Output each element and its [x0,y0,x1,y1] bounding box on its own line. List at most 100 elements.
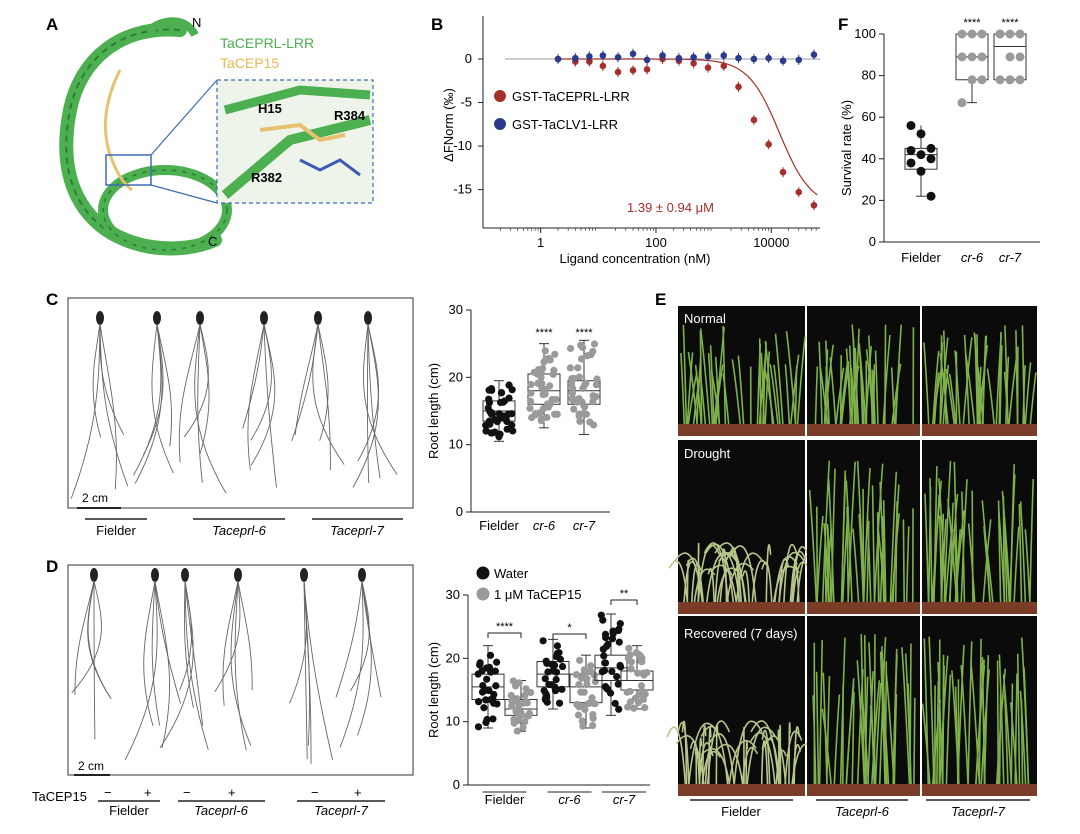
d-tacep15-1-point-28 [580,703,587,710]
d-y-tick-label-0: 0 [453,777,460,792]
d-tacep15-1-point-29 [575,681,582,688]
c-cat0-point-39 [485,387,492,394]
d-tacep15-0-point-23 [517,711,524,718]
d-water-1-point-27 [542,675,549,682]
f-y-tick-label-0: 0 [869,234,876,249]
residue-r384-label: R384 [334,108,366,123]
f-y-tick-label-2: 40 [862,151,876,166]
c-y-tick-label-3: 30 [449,302,463,317]
d-tacep15-2-point-21 [633,649,640,656]
c-cat1-point-31 [542,356,549,363]
e-leaf-r2-c0-39 [696,748,697,784]
c-cat1-point-34 [528,414,535,421]
e-condition-label-2: Drought [684,446,731,461]
d-water-0-point-0 [492,682,499,689]
d-seed-3 [234,568,242,582]
d-tacep15-1-point-21 [573,671,580,678]
f-point-2-4 [1006,52,1015,61]
b-point-s0-11 [720,63,727,70]
d-tacep15-2-point-6 [641,704,648,711]
residue-r382-label: R382 [251,170,282,185]
d-water-0-point-24 [487,669,494,676]
d-water-0-point-23 [493,700,500,707]
c-cat2-point-28 [590,421,597,428]
b-point-s1-14 [765,55,772,62]
f-point-2-8 [1016,75,1025,84]
zoom-line-top [151,80,217,155]
c-cat2-point-34 [567,364,574,371]
c-genotype-label-3: Taceprl-7 [330,523,384,538]
d-water-0-point-27 [475,671,482,678]
e-leaf-r1-c1-5 [903,519,904,602]
d-water-0-point-25 [476,661,483,668]
f-y-tick-label-3: 60 [862,109,876,124]
c-cat0-point-33 [504,426,511,433]
panel-e-photos [667,306,1037,796]
f-y-tick-label-5: 100 [854,26,876,41]
d-tacep15-2-point-17 [638,658,645,665]
d-water-1-point-8 [559,663,566,670]
c-cat1-point-16 [542,347,549,354]
d-tacep15-1-point-4 [576,657,583,664]
f-point-0-7 [917,167,926,176]
d-water-1-point-23 [558,686,565,693]
f-point-2-5 [1016,52,1025,61]
d-sign-2: + [144,785,152,800]
f-point-1-4 [968,75,977,84]
d-water-0-point-26 [489,715,496,722]
b-point-s0-6 [644,66,651,73]
c-cat1-point-14 [551,351,558,358]
d-tacep15-2-point-7 [628,665,635,672]
b-point-s1-2 [586,53,593,60]
b-point-s0-15 [780,169,787,176]
d-tacep15-2-point-23 [640,670,647,677]
d-water-2-point-21 [613,673,620,680]
e-leaf-r0-c2-36 [941,335,942,424]
c-photo-frame [68,298,413,508]
b-point-s0-5 [630,67,637,74]
c-cat1-point-18 [554,411,561,418]
d-tacep15-1-point-20 [575,711,582,718]
d-tacep15-1-point-18 [587,662,594,669]
d-sig-bracket-1 [553,634,586,639]
d-water-0-point-10 [475,698,482,705]
c-cat2-point-39 [576,410,583,417]
e-condition-label-3: Recovered (7 days) [684,626,797,641]
d-seed-5 [358,568,366,582]
f-point-0-8 [927,192,936,201]
b-x-tick-label-1: 100 [645,235,667,250]
b-point-s1-9 [690,54,697,61]
f-point-1-8 [978,30,987,39]
f-point-2-2 [1016,30,1025,39]
d-tacep15-2-point-26 [640,696,647,703]
d-water-2-point-12 [607,690,614,697]
c-cat2-point-22 [583,411,590,418]
d-sign-3: − [183,785,191,800]
b-point-s1-4 [615,54,622,61]
d-scale-label: 2 cm [78,759,104,773]
f-point-0-6 [907,158,916,167]
e-pot-r2-c0 [678,784,805,796]
b-point-s1-15 [780,57,787,64]
f-x-tick-label-2: cr-7 [999,250,1022,265]
protein-ribbon [66,30,215,249]
c-cat0-point-35 [501,397,508,404]
f-point-2-1 [1006,30,1015,39]
c-seed-2 [196,311,204,325]
c-cat2-point-40 [569,397,576,404]
b-legend-label-1: GST-TaCEPRL-LRR [512,89,630,104]
b-y-tick-label-0: 0 [465,51,472,66]
c-cat0-point-27 [491,416,498,423]
b-y-tick-label-3: -15 [453,182,472,197]
c-x-tick-label-1: cr-6 [533,518,556,533]
d-legend-marker-water [477,567,490,580]
panel-label-a: A [46,15,58,34]
d-water-1-point-16 [553,653,560,660]
e-pot-r0-c0 [678,424,805,436]
panel-d-chart: Root length (cm) Water 1 μM TaCEP15 0102… [426,566,653,807]
d-sig-bracket-0 [488,633,521,638]
e-pot-r1-c2 [922,602,1037,614]
d-water-2-point-5 [615,706,622,713]
d-water-0-point-14 [493,659,500,666]
